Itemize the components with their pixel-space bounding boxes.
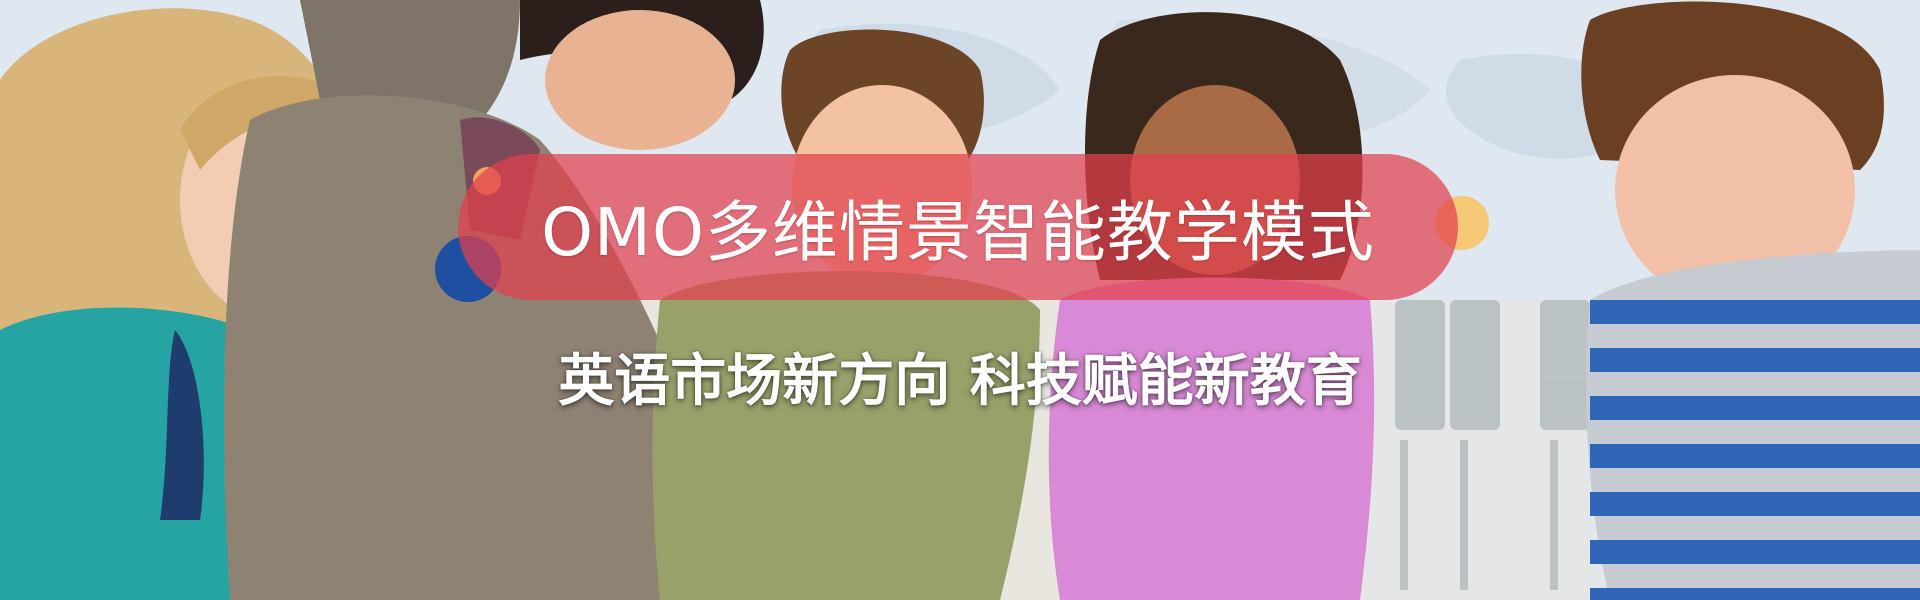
banner-subline: 英语市场新方向 科技赋能新教育 <box>558 348 1362 414</box>
boy-right-figure <box>1581 1 1920 600</box>
girl-middle-figure <box>1048 12 1375 600</box>
teacher-figure <box>224 0 764 600</box>
headline-pill <box>458 154 1458 300</box>
banner-headline: OMO多维情景智能教学模式 <box>541 194 1375 271</box>
